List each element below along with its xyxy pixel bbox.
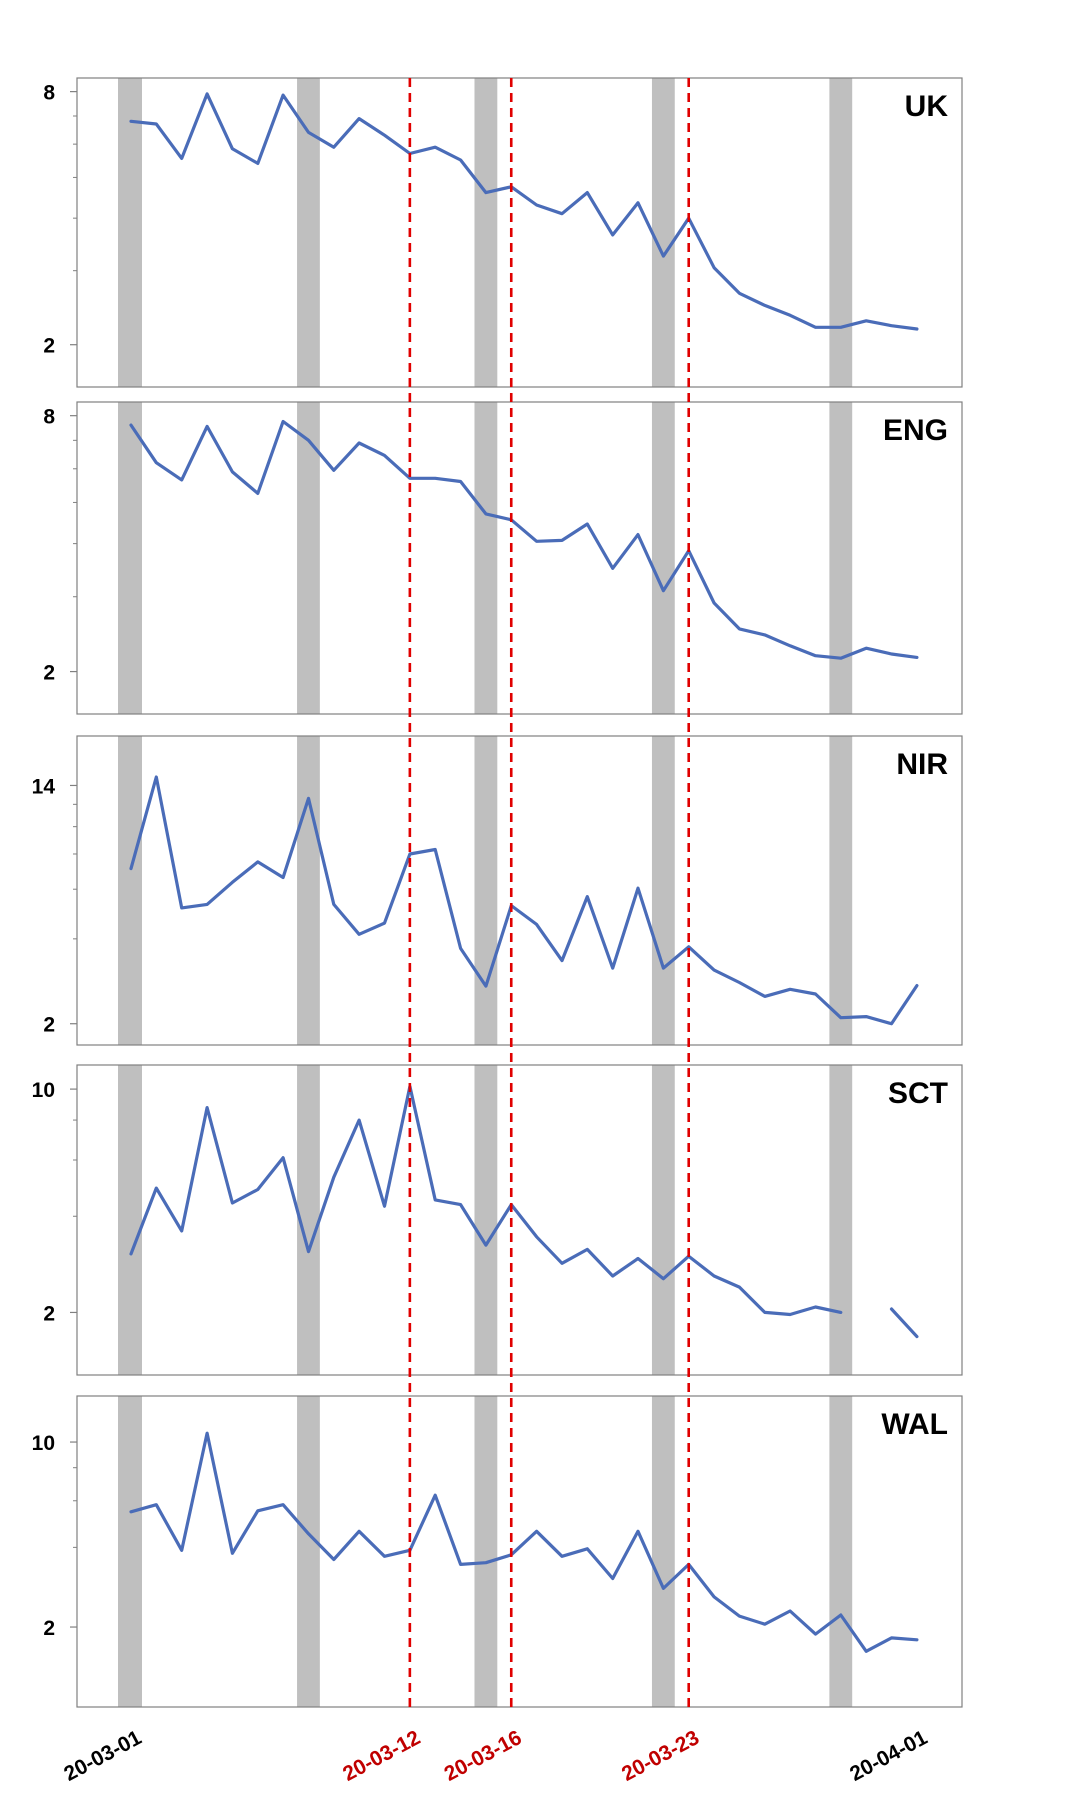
weekend-band (829, 402, 853, 714)
series-line (129, 1084, 919, 1339)
x-tick-label: 20-03-01 (60, 1726, 145, 1786)
weekend-band (829, 78, 853, 387)
y-tick-label: 14 (32, 775, 56, 798)
series-line (129, 92, 919, 331)
series-line (129, 419, 919, 660)
weekend-band (474, 1065, 498, 1375)
panel-label: SCT (888, 1077, 948, 1110)
weekend-band (118, 736, 142, 1045)
panel-frame (76, 77, 963, 388)
x-tick-label: 20-04-01 (846, 1726, 931, 1786)
weekend-band (118, 1065, 142, 1375)
weekend-band (118, 1396, 142, 1707)
panel-sct: 10 2 SCT (32, 1064, 963, 1376)
y-tick-label: 2 (43, 662, 55, 685)
weekend-band (474, 1396, 498, 1707)
y-tick-label: 8 (43, 82, 55, 105)
weekend-band (474, 78, 498, 387)
y-tick-label: 10 (32, 1432, 55, 1455)
panel-label: NIR (896, 748, 948, 781)
weekend-band (297, 1065, 320, 1375)
series-line (129, 1431, 919, 1653)
y-tick-label: 2 (43, 1617, 55, 1640)
weekend-band (651, 402, 675, 714)
panel-eng: 8 2 ENG (43, 401, 963, 715)
panel-frame (76, 1395, 963, 1708)
panel-label: WAL (881, 1408, 948, 1441)
panel-label: ENG (883, 414, 948, 447)
y-tick-label: 2 (43, 1302, 55, 1325)
weekend-band (297, 1396, 320, 1707)
weekend-band (651, 78, 675, 387)
weekend-band (118, 402, 142, 714)
x-tick-label: 20-03-23 (618, 1726, 703, 1786)
x-tick-label: 20-03-16 (441, 1726, 526, 1786)
panel-nir: 14 2 NIR (32, 735, 963, 1046)
weekend-band (829, 736, 853, 1045)
panel-frame (76, 735, 963, 1046)
weekend-band (829, 1396, 853, 1707)
y-tick-label: 8 (43, 406, 55, 429)
weekend-band (297, 736, 320, 1045)
weekend-band (297, 78, 320, 387)
series-line (129, 775, 919, 1026)
weekend-band (118, 78, 142, 387)
panel-wal: 10 2 WAL (32, 1395, 963, 1708)
y-tick-label: 10 (32, 1079, 55, 1102)
weekend-band (651, 736, 675, 1045)
panel-frame (76, 1064, 963, 1376)
panel-uk: 8 2 UK (43, 77, 963, 388)
weekend-band (651, 1065, 675, 1375)
y-tick-label: 2 (43, 335, 55, 358)
weekend-band (297, 402, 320, 714)
panel-frame (76, 401, 963, 715)
y-tick-label: 2 (43, 1014, 55, 1037)
panel-label: UK (905, 90, 949, 123)
weekend-band (829, 1065, 853, 1375)
x-tick-label: 20-03-12 (339, 1726, 424, 1786)
weekend-band (474, 736, 498, 1045)
weekend-band (474, 402, 498, 714)
weekend-band (651, 1396, 675, 1707)
